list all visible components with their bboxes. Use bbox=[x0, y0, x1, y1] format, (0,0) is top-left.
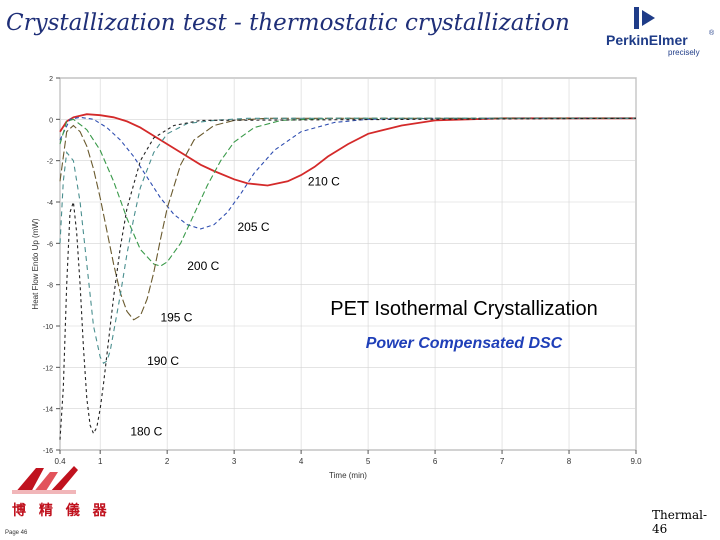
y-tick-label: -6 bbox=[47, 241, 53, 248]
annotation-label: 195 C bbox=[160, 311, 192, 325]
annotation-label: 205 C bbox=[237, 220, 269, 234]
annotation-layer: 210 C 205 C 200 C 195 C 190 C 180 C bbox=[130, 174, 340, 438]
x-tick-label: 8 bbox=[567, 457, 572, 466]
annotation-label: 200 C bbox=[187, 259, 219, 273]
series-line-190-c bbox=[59, 117, 636, 364]
perkinelmer-logo: PerkinElmer ® precisely bbox=[606, 6, 716, 58]
series-line-180-c bbox=[59, 117, 637, 440]
annotation-label: 190 C bbox=[147, 354, 179, 368]
slide-title: Crystallization test - thermostatic crys… bbox=[6, 10, 570, 36]
x-tick-label: 6 bbox=[433, 457, 438, 466]
logo-wordmark: PerkinElmer bbox=[606, 32, 688, 48]
dsc-chart: 0.4 1 2 3 4 5 6 7 8 9.0 2 0 -2 -4 -6 -8 -10 -12 -14 -16 210… bbox=[28, 74, 644, 484]
y-tick-label: 0 bbox=[49, 117, 53, 124]
chart-subtitle: Power Compensated DSC bbox=[366, 335, 563, 352]
y-tick-label: -14 bbox=[43, 407, 53, 414]
x-tick-label: 4 bbox=[299, 457, 304, 466]
y-tick-label: 2 bbox=[49, 76, 53, 83]
y-tick-label: -10 bbox=[43, 324, 53, 331]
page-id: Page 46 bbox=[5, 530, 28, 536]
chart-title: PET Isothermal Crystallization bbox=[330, 298, 598, 320]
slide-number: Thermal-46 bbox=[652, 508, 707, 536]
series-line-205-c bbox=[59, 116, 636, 230]
x-tick-label: 7 bbox=[500, 457, 505, 466]
series-line-195-c bbox=[59, 117, 636, 321]
corporate-mark-icon bbox=[12, 466, 78, 494]
logo-tagline: precisely bbox=[668, 48, 700, 57]
series-line-210-c bbox=[59, 113, 636, 187]
annotation-label: 210 C bbox=[308, 174, 340, 188]
perkinelmer-p-icon bbox=[634, 7, 655, 29]
x-tick-label: 2 bbox=[165, 457, 170, 466]
tick-layer: 0.4 1 2 3 4 5 6 7 8 9.0 2 0 -2 -4 -6 -8 -10 -12 -14 -16 bbox=[43, 76, 642, 466]
series-line-200-c bbox=[59, 117, 636, 267]
chart-svg: 0.4 1 2 3 4 5 6 7 8 9.0 2 0 -2 -4 -6 -8 -10 -12 -14 -16 210… bbox=[31, 76, 642, 480]
y-tick-label: -8 bbox=[47, 283, 53, 290]
x-tick-label: 0.4 bbox=[54, 457, 66, 466]
y-tick-label: -2 bbox=[47, 159, 53, 166]
x-tick-label: 9.0 bbox=[630, 457, 642, 466]
x-tick-label: 1 bbox=[98, 457, 103, 466]
corporate-name: 博 精 儀 器 bbox=[12, 503, 111, 519]
corporate-logo: 博 精 儀 器 bbox=[4, 464, 107, 520]
y-axis-label: Heat Flow Endo Up (mW) bbox=[31, 218, 40, 309]
y-tick-label: -12 bbox=[43, 365, 53, 372]
annotation-label: 180 C bbox=[130, 424, 162, 438]
x-tick-label: 5 bbox=[366, 457, 371, 466]
logo-registered-mark: ® bbox=[709, 30, 715, 37]
grid-layer bbox=[59, 77, 637, 451]
y-tick-label: -4 bbox=[47, 200, 53, 207]
series-layer bbox=[59, 113, 637, 440]
x-axis-label: Time (min) bbox=[329, 471, 367, 480]
plot-area bbox=[59, 77, 637, 451]
x-tick-label: 3 bbox=[232, 457, 237, 466]
y-tick-label: -16 bbox=[43, 448, 53, 455]
